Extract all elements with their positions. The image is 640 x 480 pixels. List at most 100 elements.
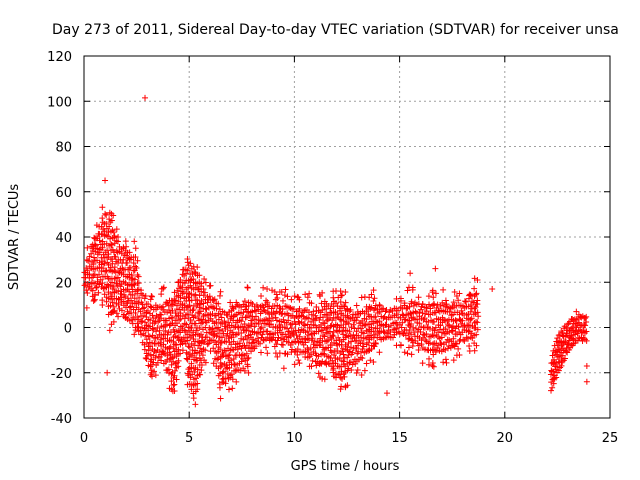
data-point (170, 382, 177, 389)
data-point (583, 337, 590, 344)
data-point (163, 299, 170, 306)
data-point (207, 282, 214, 289)
data-point (281, 350, 288, 357)
data-point (446, 329, 453, 336)
data-point (90, 254, 97, 261)
data-point (304, 321, 311, 328)
data-point (340, 345, 347, 352)
data-point (368, 324, 375, 331)
data-point (142, 319, 149, 326)
data-point (293, 332, 300, 339)
data-point (329, 357, 336, 364)
data-point (217, 395, 224, 402)
data-point (582, 315, 589, 322)
data-point (136, 294, 143, 301)
data-point (339, 348, 346, 355)
data-point (306, 299, 313, 306)
data-point (471, 319, 478, 326)
data-point (287, 305, 294, 312)
data-point (156, 327, 163, 334)
data-point (427, 311, 434, 318)
data-point (361, 367, 368, 374)
data-point (361, 322, 368, 329)
outlier-point (102, 177, 109, 184)
data-point (139, 317, 146, 324)
data-point (170, 345, 177, 352)
data-point (168, 361, 175, 368)
data-point (233, 378, 240, 385)
data-point (101, 260, 108, 267)
outlier-point (489, 286, 496, 293)
data-point (211, 296, 218, 303)
data-point (452, 325, 459, 332)
data-point (143, 355, 150, 362)
data-point (451, 343, 458, 350)
data-point (251, 323, 258, 330)
data-point (284, 293, 291, 300)
data-point (304, 294, 311, 301)
data-point (218, 334, 225, 341)
data-point (319, 350, 326, 357)
data-point (548, 379, 555, 386)
data-point (207, 348, 214, 355)
data-point (171, 289, 178, 296)
data-point (206, 337, 213, 344)
data-point (128, 276, 135, 283)
data-point (126, 249, 133, 256)
data-point (563, 324, 570, 331)
data-point (257, 340, 264, 347)
data-point (301, 307, 308, 314)
data-point (282, 286, 289, 293)
data-point (473, 331, 480, 338)
data-point (302, 353, 309, 360)
data-point (349, 349, 356, 356)
data-point (363, 316, 370, 323)
data-point (323, 338, 330, 345)
data-point (342, 299, 349, 306)
x-tick-label: 25 (602, 431, 619, 446)
data-point (247, 317, 254, 324)
data-point (583, 328, 590, 335)
data-point (244, 284, 251, 291)
data-point (84, 290, 91, 297)
outlier-point (583, 362, 590, 369)
data-point (201, 289, 208, 296)
outlier-point (432, 265, 439, 272)
data-point (108, 217, 115, 224)
data-point (257, 325, 264, 332)
data-point (197, 345, 204, 352)
data-point (160, 331, 167, 338)
data-point (461, 298, 468, 305)
data-point (219, 369, 226, 376)
data-point (399, 311, 406, 318)
data-point (327, 305, 334, 312)
data-point (374, 325, 381, 332)
data-point (385, 323, 392, 330)
data-point (218, 314, 225, 321)
data-point (162, 327, 169, 334)
data-point (117, 291, 124, 298)
data-point (450, 335, 457, 342)
data-point (410, 302, 417, 309)
data-point (219, 327, 226, 334)
data-point (213, 333, 220, 340)
data-point (466, 342, 473, 349)
data-point (222, 375, 229, 382)
data-point (95, 230, 102, 237)
data-point (120, 313, 127, 320)
data-point (146, 333, 153, 340)
data-point (201, 357, 208, 364)
data-point (81, 282, 88, 289)
data-point (461, 337, 468, 344)
data-point (196, 324, 203, 331)
data-point (474, 297, 481, 304)
data-point (344, 382, 351, 389)
data-point (244, 335, 251, 342)
data-point (408, 298, 415, 305)
data-point (337, 386, 344, 393)
data-point (86, 253, 93, 260)
data-point (149, 312, 156, 319)
data-point (216, 292, 223, 299)
data-point (115, 287, 122, 294)
data-point (370, 359, 377, 366)
